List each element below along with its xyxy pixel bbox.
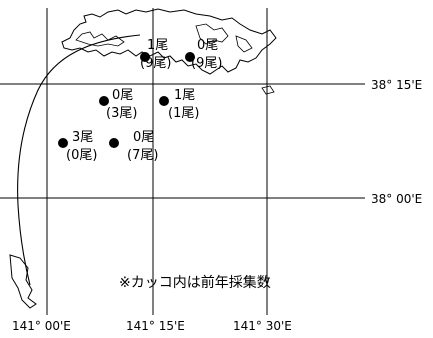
island-1 — [261, 85, 275, 95]
station-marker-s1 — [140, 52, 150, 62]
coastline-detail-1 — [75, 31, 125, 47]
longitude-label-141-30: 141° 30'E — [233, 319, 292, 333]
latitude-label-38-15: 38° 15'E — [371, 78, 423, 92]
survey-area-boundary — [17, 34, 141, 286]
station-marker-s3 — [99, 96, 109, 106]
station-count-s4: 1尾 — [174, 88, 196, 103]
station-previous-s3: (3尾) — [106, 106, 138, 121]
station-marker-s2 — [185, 52, 195, 62]
station-marker-s5 — [58, 138, 68, 148]
coastline-detail-3 — [235, 35, 253, 53]
station-count-s1: 1尾 — [147, 38, 169, 53]
latitude-label-38-00: 38° 00'E — [371, 192, 423, 206]
coastline-peninsula — [61, 8, 277, 75]
station-marker-s4 — [159, 96, 169, 106]
longitude-label-141-15: 141° 15'E — [126, 319, 185, 333]
station-previous-s4: (1尾) — [168, 106, 200, 121]
longitude-label-141-00: 141° 00'E — [12, 319, 71, 333]
station-previous-s1: (9尾) — [140, 56, 172, 71]
previous-year-note: ※カッコ内は前年採集数 — [119, 275, 271, 291]
station-count-s6: 0尾 — [133, 130, 155, 145]
coastline-south — [9, 254, 37, 309]
coastline-detail-2 — [195, 23, 229, 45]
station-count-s3: 0尾 — [112, 88, 134, 103]
station-previous-s5: (0尾) — [66, 148, 98, 163]
station-previous-s2: (9尾) — [191, 56, 223, 71]
station-previous-s6: (7尾) — [127, 148, 159, 163]
station-count-s2: 0尾 — [197, 38, 219, 53]
station-marker-s6 — [109, 138, 119, 148]
station-count-s5: 3尾 — [72, 130, 94, 145]
